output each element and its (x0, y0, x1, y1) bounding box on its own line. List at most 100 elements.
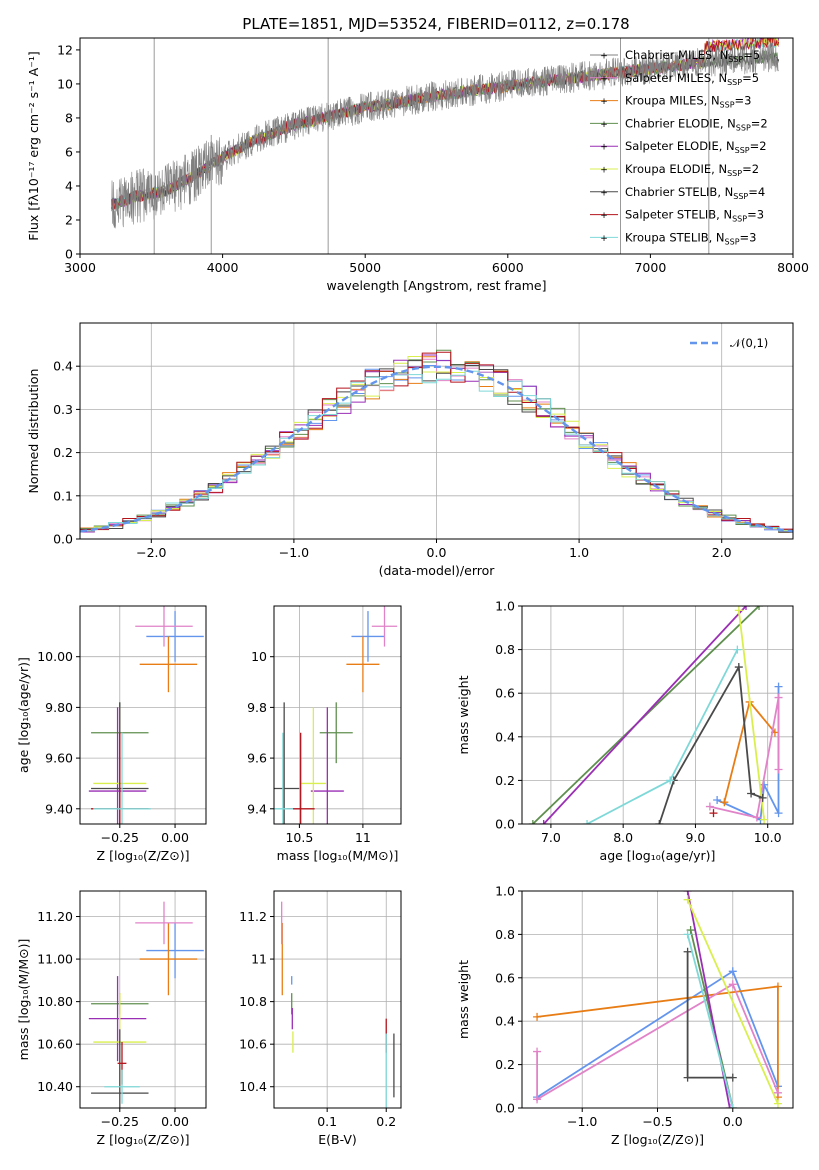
x-tick-label: −0.25 (101, 830, 139, 845)
legend-label: Kroupa MILES, NSSP=3 (625, 94, 751, 110)
weight-point (725, 1104, 734, 1108)
y-tick-label: 2 (65, 212, 73, 227)
y-tick-label: 10.6 (239, 1037, 267, 1052)
mass-vs-EBV-panel: 0.1 0.2 10.4 10.6 10.8 11 11.2 E(B-V) (239, 890, 402, 1147)
weight-point (683, 895, 692, 904)
weight-point (533, 1012, 542, 1021)
legend-marker: + (600, 97, 608, 107)
x-tick-label: 8000 (777, 260, 809, 275)
weight-point (755, 606, 764, 610)
axes-frame (273, 890, 402, 1109)
x-tick-label: 8.0 (613, 830, 633, 845)
weight-line (709, 697, 780, 819)
legend-marker: + (600, 74, 608, 84)
x-tick-label: −1.0 (279, 545, 309, 560)
legend-label: Salpeter STELIB, NSSP=3 (625, 208, 764, 224)
weight-point (683, 891, 692, 895)
y-tick-label: 1.0 (495, 599, 515, 614)
y-tick-label: 9.80 (45, 700, 73, 715)
weight-point (752, 813, 761, 822)
x-tick-label: 5000 (349, 260, 381, 275)
weight-point (728, 980, 737, 989)
y-tick-label: 10.60 (37, 1037, 73, 1052)
y-tick-label: 0.6 (495, 970, 515, 985)
x-tick-label: 4000 (207, 260, 239, 275)
y-tick-label: 0 (65, 247, 73, 262)
x-tick-label: 6000 (492, 260, 524, 275)
x-tick-label: 2.0 (712, 545, 732, 560)
y-tick-label: 10.8 (239, 994, 267, 1009)
weight-point (733, 645, 742, 654)
weight-point (713, 796, 722, 805)
weight-point (533, 1047, 542, 1056)
y-tick-label: 1.0 (495, 884, 515, 899)
legend-label: Kroupa ELODIE, NSSP=2 (625, 162, 759, 178)
legend-marker: + (600, 234, 608, 244)
y-tick-label: 10 (57, 76, 73, 91)
normal-reference-curve (80, 365, 793, 533)
y-tick-label: 9.6 (247, 751, 267, 766)
y-tick-label: 0.6 (495, 686, 515, 701)
legend-marker: + (600, 120, 608, 130)
x-axis-label: mass [log₁₀(M/M⊙)] (277, 848, 399, 863)
y-tick-label: 0.4 (495, 729, 515, 744)
weight-point (774, 809, 783, 818)
y-tick-label: 10.40 (37, 1079, 73, 1094)
massweight-vs-age-marks (528, 606, 783, 824)
residuals-marks (80, 349, 793, 533)
x-tick-label: 0.0 (723, 1114, 743, 1129)
weight-point (773, 982, 782, 991)
weight-point (773, 1088, 782, 1097)
massweight-vs-Z-marks (533, 891, 782, 1108)
age-vs-mass-panel: 10.5 11 9.4 9.6 9.8 10 mass [log₁₀(M/M⊙)] (247, 605, 402, 863)
x-tick-label: 0.0 (427, 545, 447, 560)
legend-marker: + (600, 143, 608, 153)
legend-label: Chabrier ELODIE, NSSP=2 (625, 116, 768, 132)
weight-point (528, 820, 537, 824)
weight-point (734, 663, 743, 672)
age-vs-Z-marks (88, 606, 204, 824)
weight-point (728, 1073, 737, 1082)
legend-label: Salpeter MILES, NSSP=5 (625, 71, 759, 87)
x-tick-label: −0.25 (101, 1114, 139, 1129)
x-tick-label: 3000 (64, 260, 96, 275)
residual-histogram (80, 360, 793, 533)
x-tick-label: 0.00 (161, 1114, 189, 1129)
x-tick-label: 1.0 (569, 545, 589, 560)
legend-marker: + (600, 188, 608, 198)
spectrum-panel: + Chabrier MILES, NSSP=5 + Salpeter MILES, … (26, 37, 809, 293)
legend-label: Kroupa STELIB, NSSP=3 (625, 230, 756, 246)
weight-point (774, 682, 783, 691)
y-tick-label: 0.8 (495, 642, 515, 657)
y-tick-label: 10.00 (37, 649, 73, 664)
y-tick-label: 10 (251, 649, 267, 664)
weight-point (666, 776, 675, 785)
y-axis-label: mass weight (456, 960, 471, 1039)
y-tick-label: 0.3 (53, 402, 73, 417)
y-tick-label: 0.2 (495, 1057, 515, 1072)
age-vs-mass-marks (274, 606, 398, 824)
weight-point (705, 802, 714, 811)
y-tick-label: 0.1 (53, 488, 73, 503)
residual-histogram (80, 370, 793, 532)
y-tick-label: 10.80 (37, 994, 73, 1009)
weight-point (742, 606, 751, 610)
legend-marker: + (600, 52, 608, 62)
x-tick-label: 9.0 (685, 830, 705, 845)
figure-title: PLATE=1851, MJD=53524, FIBERID=0112, z=0… (242, 15, 629, 33)
y-axis-label: age [log₁₀(age/yr)] (16, 657, 31, 773)
x-axis-label: age [log₁₀(age/yr)] (600, 848, 716, 863)
spectrum-legend: + Chabrier MILES, NSSP=5 + Salpeter MILES, … (590, 48, 768, 246)
weight-point (583, 820, 592, 824)
y-tick-label: 0.2 (53, 445, 73, 460)
y-tick-label: 12 (57, 42, 73, 57)
weight-point (774, 693, 783, 702)
residuals-panel: 𝒩(0,1) −2.0 −1.0 0.0 1.0 2.0 0.0 0.1 0.2 0.3 0.4 (d… (26, 322, 794, 578)
weight-point (774, 765, 783, 774)
weight-point (728, 967, 737, 976)
age-vs-Z-panel: −0.25 0.00 9.40 9.60 9.80 10.00 Z [log₁₀(Z/Z⊙)… (16, 605, 207, 863)
y-tick-label: 0.0 (495, 1101, 515, 1116)
weight-point (720, 798, 729, 807)
y-axis-label: mass weight (456, 675, 471, 754)
